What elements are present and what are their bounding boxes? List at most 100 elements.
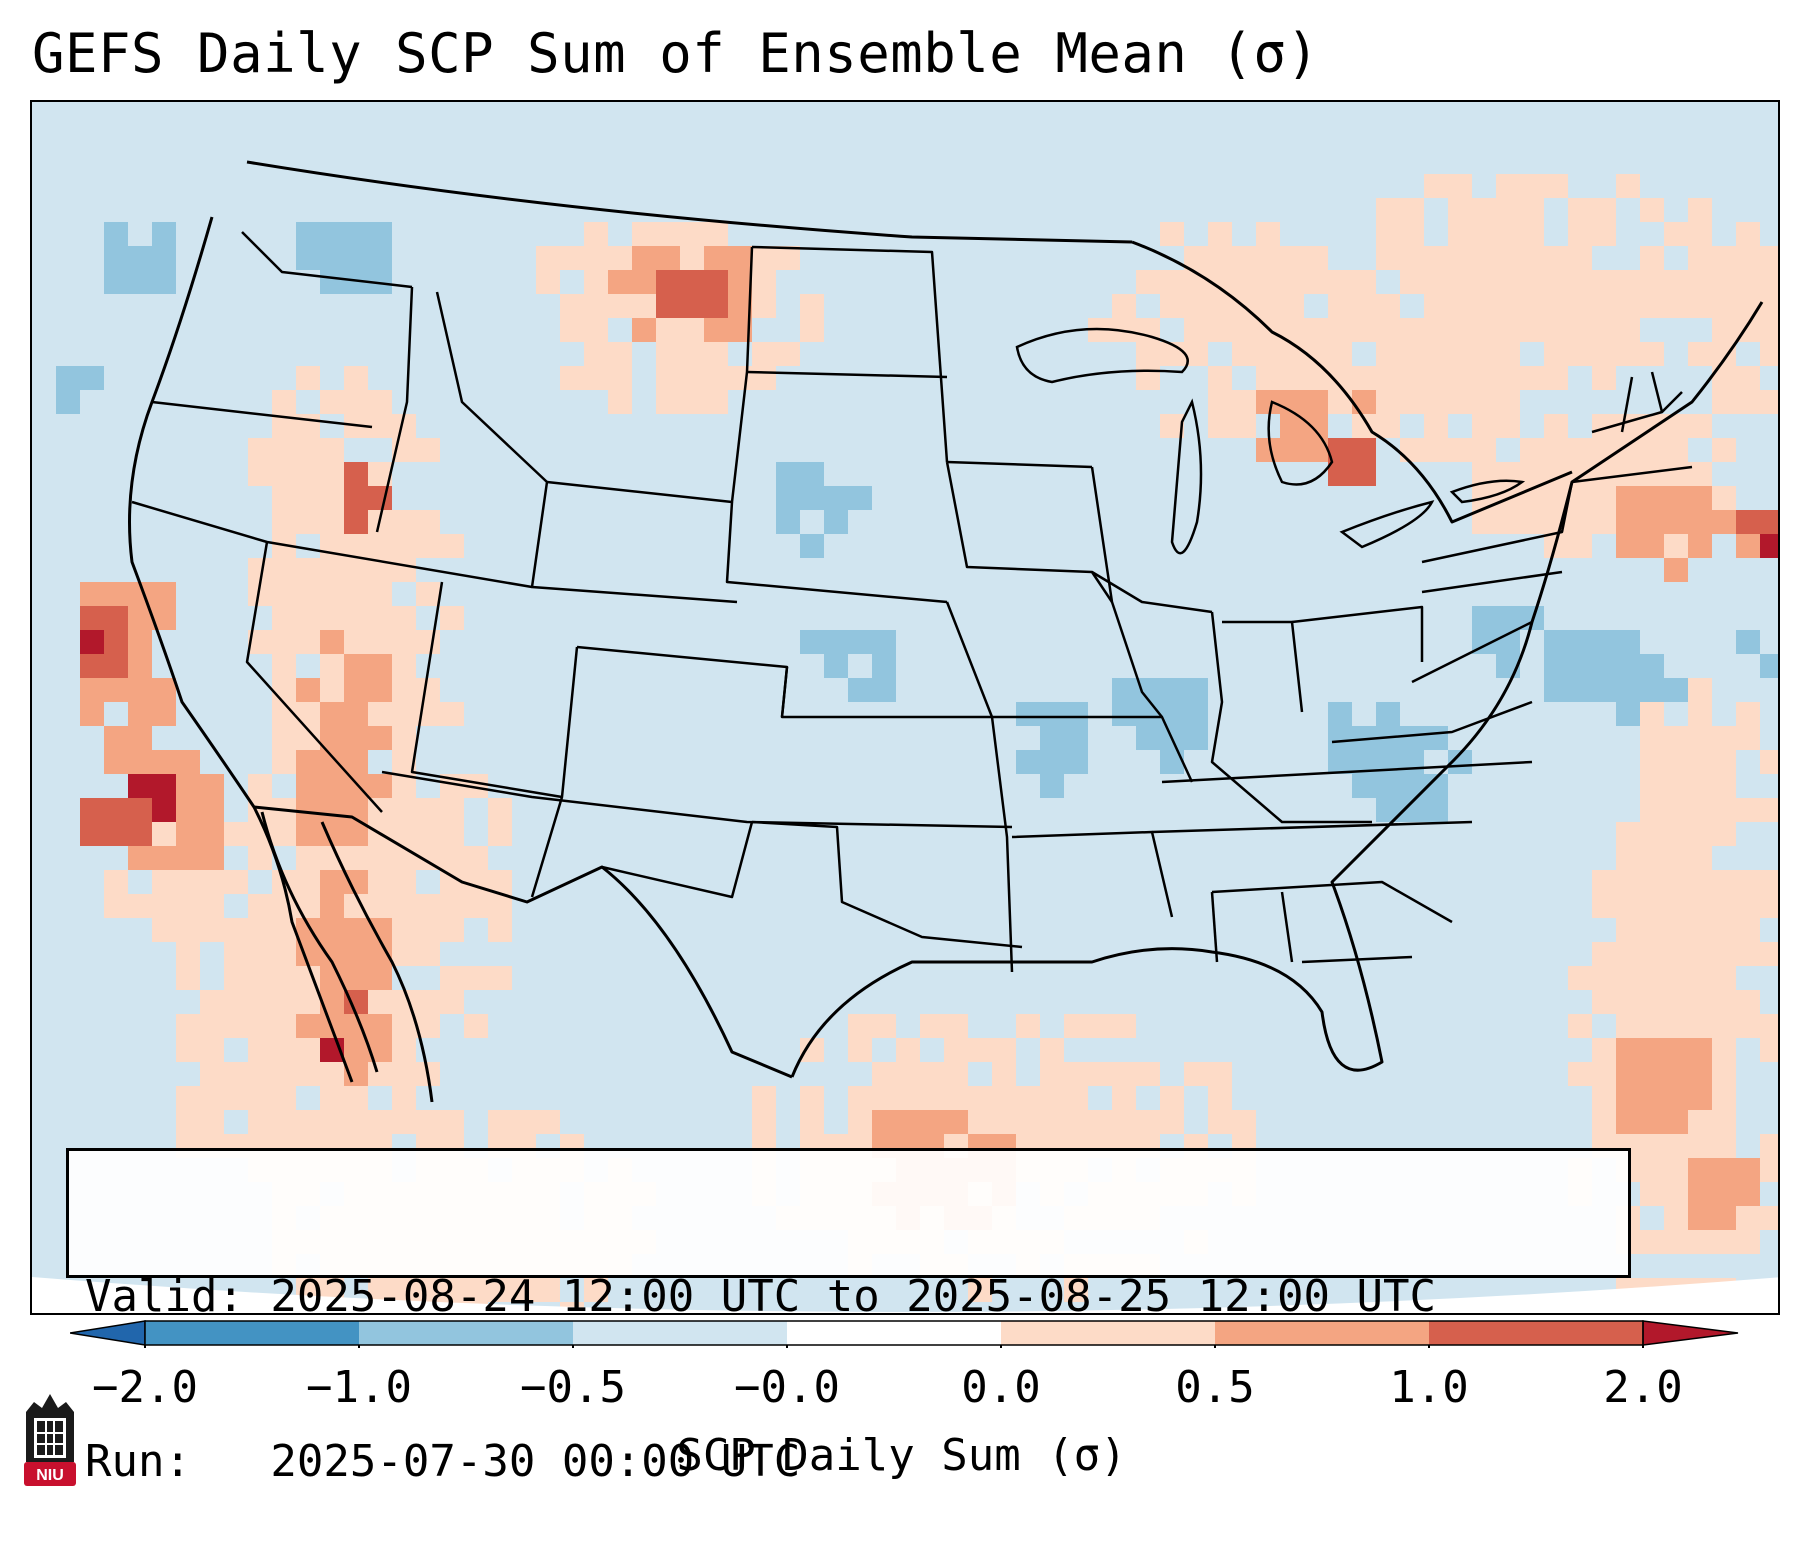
anomaly-cell [248, 846, 272, 870]
anomaly-cell [872, 1110, 896, 1134]
anomaly-cell [104, 726, 128, 750]
anomaly-cell [1568, 198, 1592, 222]
anomaly-cell [1664, 894, 1688, 918]
anomaly-cell [1184, 702, 1208, 726]
anomaly-cell [296, 582, 320, 606]
anomaly-cell [704, 318, 728, 342]
anomaly-cell [200, 870, 224, 894]
anomaly-cell [896, 1038, 920, 1062]
anomaly-cell [224, 966, 248, 990]
anomaly-cell [1424, 726, 1448, 750]
anomaly-cell [1568, 510, 1592, 534]
anomaly-cell [1688, 1038, 1712, 1062]
anomaly-cell [320, 486, 344, 510]
anomaly-cell [680, 246, 704, 270]
anomaly-cell [1760, 1206, 1778, 1230]
anomaly-cell [1592, 942, 1616, 966]
anomaly-cell [1616, 510, 1640, 534]
anomaly-cell [1664, 1038, 1688, 1062]
state-borders [131, 231, 1693, 973]
anomaly-cell [1544, 414, 1568, 438]
anomaly-cell [1568, 678, 1592, 702]
anomaly-cell [320, 462, 344, 486]
anomaly-cell [1544, 294, 1568, 318]
anomaly-cell [224, 822, 248, 846]
anomaly-cell [1352, 270, 1376, 294]
anomaly-cell [320, 798, 344, 822]
anomaly-cell [1640, 198, 1664, 222]
anomaly-cell [992, 1110, 1016, 1134]
anomaly-cell [320, 846, 344, 870]
anomaly-cell [1640, 918, 1664, 942]
anomaly-cell [632, 294, 656, 318]
anomaly-cell [704, 246, 728, 270]
colorbar-tick-label: −0.5 [520, 1362, 626, 1413]
anomaly-cell [1568, 630, 1592, 654]
anomaly-cell [800, 630, 824, 654]
anomaly-cell [80, 582, 104, 606]
anomaly-cell [320, 270, 344, 294]
anomaly-cell [1136, 1110, 1160, 1134]
great-lakes-border [1131, 240, 1573, 524]
anomaly-cell [728, 366, 752, 390]
anomaly-cell [1712, 246, 1736, 270]
anomaly-cell [80, 630, 104, 654]
anomaly-cell [656, 342, 680, 366]
anomaly-cell [320, 678, 344, 702]
anomaly-cell [1688, 1086, 1712, 1110]
anomaly-cell [104, 822, 128, 846]
anomaly-cell [1568, 486, 1592, 510]
anomaly-cell [1088, 1062, 1112, 1086]
anomaly-cell [536, 246, 560, 270]
colorbar-segment [787, 1321, 1001, 1345]
anomaly-cell [320, 654, 344, 678]
anomaly-cell [1712, 318, 1736, 342]
anomaly-cell [848, 630, 872, 654]
anomaly-cell [392, 654, 416, 678]
anomaly-cell [1640, 1038, 1664, 1062]
anomaly-cell [1568, 534, 1592, 558]
anomaly-cell [320, 1086, 344, 1110]
anomaly-cell [296, 606, 320, 630]
anomaly-cell [872, 630, 896, 654]
anomaly-cell [1112, 678, 1136, 702]
anomaly-cell [1424, 246, 1448, 270]
anomaly-cell [416, 1110, 440, 1134]
anomaly-cell [1712, 1206, 1736, 1230]
anomaly-cell [272, 1110, 296, 1134]
anomaly-cell [1568, 1062, 1592, 1086]
anomaly-cell [1472, 366, 1496, 390]
anomaly-cell [344, 558, 368, 582]
state-line [1411, 620, 1533, 684]
anomaly-cell [1376, 318, 1400, 342]
anomaly-cell [416, 678, 440, 702]
anomaly-cell [752, 342, 776, 366]
anomaly-cell [560, 294, 584, 318]
anomaly-cell [1592, 222, 1616, 246]
anomaly-cell [992, 1086, 1016, 1110]
anomaly-cell [1664, 798, 1688, 822]
anomaly-cell [1760, 1038, 1778, 1062]
anomaly-cell [872, 678, 896, 702]
anomaly-cell [1448, 294, 1472, 318]
anomaly-cell [1400, 750, 1424, 774]
anomaly-cell [80, 678, 104, 702]
anomaly-cell [1712, 966, 1736, 990]
colorbar-tick-label: −1.0 [306, 1362, 412, 1413]
anomaly-cell [224, 870, 248, 894]
anomaly-cell [1496, 414, 1520, 438]
colorbar-segment [145, 1321, 359, 1345]
anomaly-cell [1616, 318, 1640, 342]
anomaly-cell [1760, 246, 1778, 270]
anomaly-cell [368, 774, 392, 798]
anomaly-cell [1208, 414, 1232, 438]
anomaly-cell [224, 1014, 248, 1038]
anomaly-cell [392, 1110, 416, 1134]
colorbar-label: SCP Daily Sum (σ) [676, 1430, 1127, 1481]
anomaly-cell [272, 966, 296, 990]
anomaly-cell [1304, 414, 1328, 438]
anomaly-cell [1232, 270, 1256, 294]
anomaly-cell [1640, 1014, 1664, 1038]
colorbar-segment [1429, 1321, 1643, 1345]
anomaly-cell [1328, 318, 1352, 342]
